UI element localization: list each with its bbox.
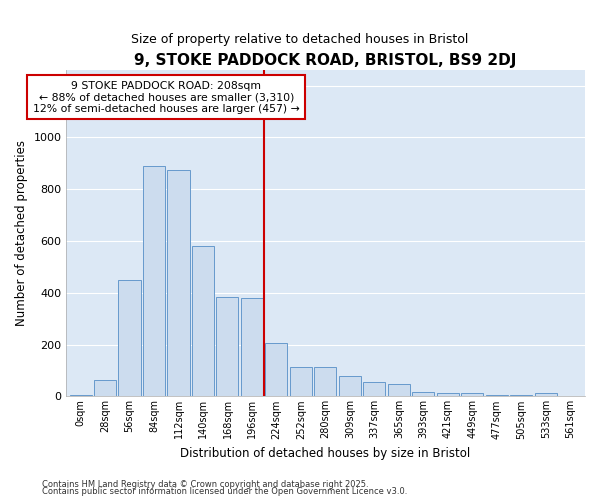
Bar xyxy=(217,296,238,396)
Text: Contains HM Land Registry data © Crown copyright and database right 2025.: Contains HM Land Registry data © Crown c… xyxy=(42,480,368,489)
Bar xyxy=(511,395,532,396)
Bar xyxy=(118,280,140,396)
Bar xyxy=(94,380,116,396)
Bar xyxy=(143,166,165,396)
Bar xyxy=(167,170,190,396)
Bar xyxy=(364,382,385,396)
X-axis label: Distribution of detached houses by size in Bristol: Distribution of detached houses by size … xyxy=(180,447,470,460)
Y-axis label: Number of detached properties: Number of detached properties xyxy=(15,140,28,326)
Text: 9 STOKE PADDOCK ROAD: 208sqm
← 88% of detached houses are smaller (3,310)
12% of: 9 STOKE PADDOCK ROAD: 208sqm ← 88% of de… xyxy=(33,80,299,114)
Bar xyxy=(339,376,361,396)
Bar xyxy=(412,392,434,396)
Bar xyxy=(486,395,508,396)
Bar xyxy=(265,344,287,396)
Bar xyxy=(290,368,312,396)
Bar xyxy=(70,395,92,396)
Bar xyxy=(535,392,557,396)
Title: 9, STOKE PADDOCK ROAD, BRISTOL, BS9 2DJ: 9, STOKE PADDOCK ROAD, BRISTOL, BS9 2DJ xyxy=(134,52,517,68)
Bar xyxy=(388,384,410,396)
Bar xyxy=(241,298,263,396)
Text: Size of property relative to detached houses in Bristol: Size of property relative to detached ho… xyxy=(131,32,469,46)
Bar xyxy=(314,368,337,396)
Text: Contains public sector information licensed under the Open Government Licence v3: Contains public sector information licen… xyxy=(42,488,407,496)
Bar xyxy=(192,246,214,396)
Bar xyxy=(437,392,459,396)
Bar xyxy=(461,394,484,396)
